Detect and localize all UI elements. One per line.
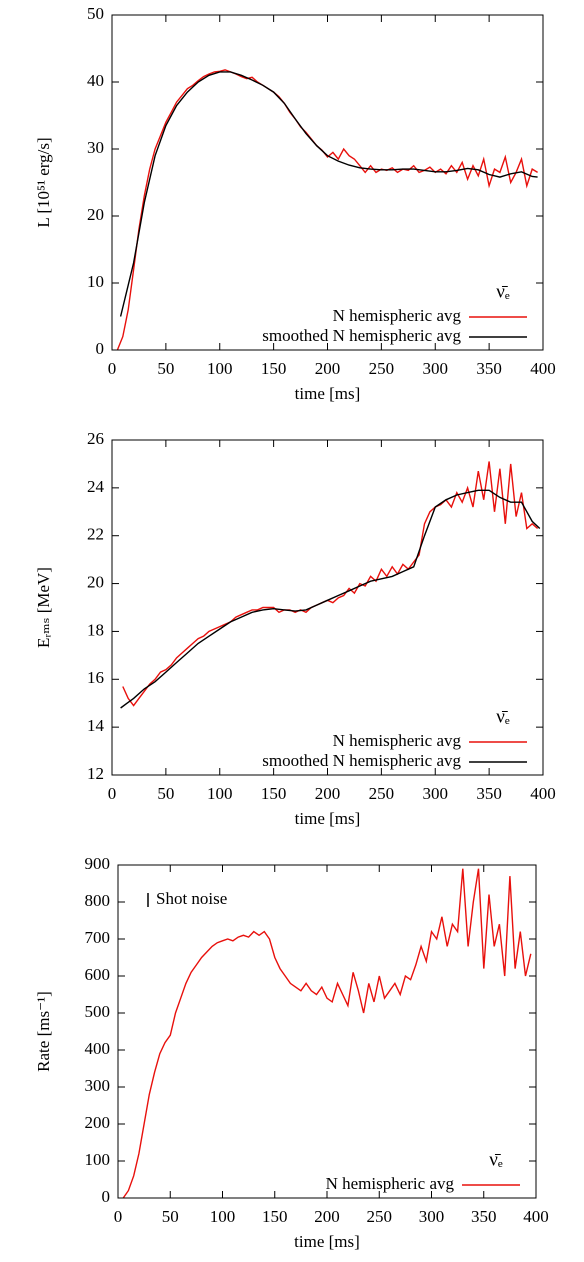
x-tick-label: 400 (523, 1207, 549, 1226)
y-tick-label: 24 (87, 477, 105, 496)
x-tick-label: 300 (423, 784, 449, 803)
x-tick-label: 150 (261, 359, 287, 378)
annotation: Shot noise (156, 889, 227, 908)
y-tick-label: 22 (87, 525, 104, 544)
x-tick-label: 50 (162, 1207, 179, 1226)
x-tick-label: 100 (210, 1207, 236, 1226)
y-tick-label: 20 (87, 205, 104, 224)
legend-label: smoothed N hemispheric avg (262, 751, 461, 770)
y-tick-label: 500 (85, 1002, 111, 1021)
x-tick-label: 350 (476, 784, 502, 803)
y-tick-label: 50 (87, 4, 104, 23)
x-tick-label: 400 (530, 784, 556, 803)
y-tick-label: 16 (87, 668, 104, 687)
x-tick-label: 0 (114, 1207, 123, 1226)
data-line (119, 71, 538, 317)
x-tick-label: 400 (530, 359, 556, 378)
x-tick-label: 250 (369, 784, 395, 803)
x-tick-label: 150 (262, 1207, 288, 1226)
x-axis-label: time [ms] (295, 809, 361, 828)
y-tick-label: 30 (87, 138, 104, 157)
y-axis-label: L [10⁵¹ erg/s] (34, 137, 53, 227)
x-tick-label: 50 (157, 359, 174, 378)
y-tick-label: 0 (102, 1187, 111, 1206)
y-tick-label: 300 (85, 1076, 111, 1095)
x-tick-label: 350 (476, 359, 502, 378)
x-tick-label: 200 (315, 359, 341, 378)
data-line (120, 489, 541, 709)
x-tick-label: 300 (423, 359, 449, 378)
legend-title: ν̄ₑ (496, 281, 510, 302)
y-tick-label: 10 (87, 272, 104, 291)
x-tick-label: 150 (261, 784, 287, 803)
x-tick-label: 100 (207, 784, 233, 803)
data-line (122, 868, 532, 1198)
y-axis-label: Rate [ms⁻¹] (34, 991, 53, 1072)
y-tick-label: 200 (85, 1113, 111, 1132)
legend-label: N hemispheric avg (326, 1174, 455, 1193)
x-tick-label: 100 (207, 359, 233, 378)
legend-label: N hemispheric avg (333, 306, 462, 325)
legend-label: N hemispheric avg (333, 731, 462, 750)
x-axis-label: time [ms] (295, 384, 361, 403)
legend-label: smoothed N hemispheric avg (262, 326, 461, 345)
y-tick-label: 20 (87, 572, 104, 591)
x-tick-label: 50 (157, 784, 174, 803)
y-tick-label: 100 (85, 1150, 111, 1169)
x-axis-label: time [ms] (294, 1232, 360, 1251)
x-tick-label: 200 (314, 1207, 340, 1226)
data-line (122, 461, 539, 707)
y-tick-label: 600 (85, 965, 111, 984)
x-tick-label: 250 (367, 1207, 393, 1226)
y-axis-label: Eᵣₘₛ [MeV] (34, 567, 53, 648)
x-tick-label: 300 (419, 1207, 445, 1226)
y-tick-label: 800 (85, 891, 111, 910)
y-tick-label: 40 (87, 71, 104, 90)
y-tick-label: 900 (85, 854, 111, 873)
plot-frame (111, 14, 544, 351)
x-tick-label: 250 (369, 359, 395, 378)
y-tick-label: 26 (87, 429, 104, 448)
plot-frame (111, 439, 544, 776)
y-tick-label: 400 (85, 1039, 111, 1058)
x-tick-label: 350 (471, 1207, 497, 1226)
x-tick-label: 200 (315, 784, 341, 803)
x-tick-label: 0 (108, 784, 117, 803)
y-tick-label: 12 (87, 764, 104, 783)
y-tick-label: 14 (87, 716, 105, 735)
y-tick-label: 700 (85, 928, 111, 947)
y-tick-label: 18 (87, 620, 104, 639)
x-tick-label: 0 (108, 359, 117, 378)
legend-title: ν̄ₑ (489, 1149, 503, 1170)
data-line (116, 69, 538, 350)
legend-title: ν̄ₑ (496, 706, 510, 727)
y-tick-label: 0 (96, 339, 105, 358)
plot-frame (117, 864, 537, 1199)
